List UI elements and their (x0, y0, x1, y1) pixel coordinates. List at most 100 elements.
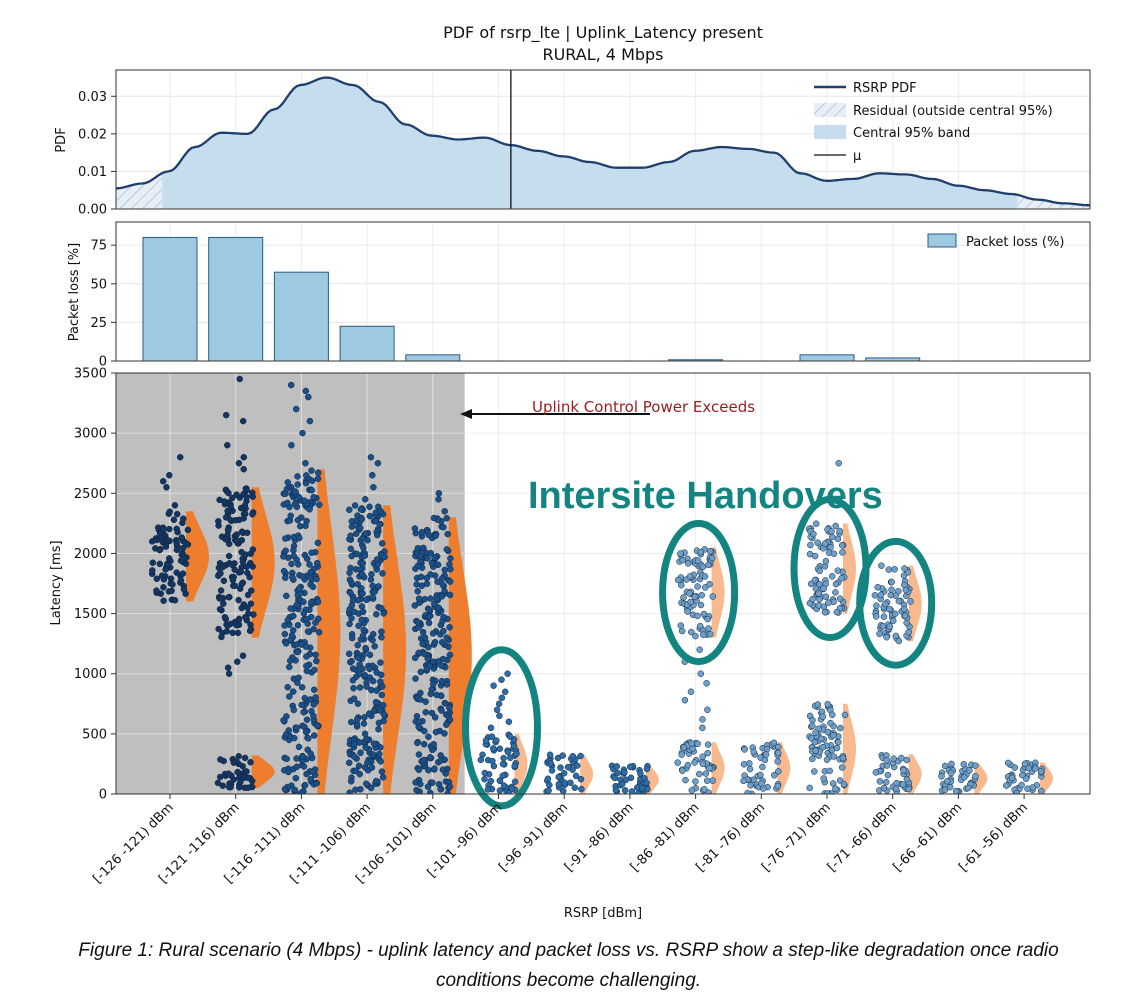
latency-point (747, 782, 754, 789)
latency-point (701, 573, 709, 580)
latency-point (356, 524, 364, 532)
latency-point (428, 686, 436, 693)
latency-point (374, 561, 382, 568)
latency-point (825, 599, 832, 606)
latency-point (678, 581, 685, 589)
latency-point (346, 620, 353, 628)
latency-point (947, 769, 955, 777)
latency-point (235, 784, 243, 791)
latency-point (349, 677, 357, 684)
latency-point (312, 651, 319, 659)
latency-point (427, 595, 434, 602)
latency-point (368, 571, 375, 578)
latency-point (547, 760, 554, 767)
latency-panel-frame (115, 372, 1091, 795)
latency-point (824, 700, 831, 708)
latency-point (216, 605, 224, 613)
latency-point (493, 737, 500, 744)
latency-point (168, 587, 175, 595)
latency-point (287, 605, 294, 612)
latency-point (356, 684, 364, 691)
latency-point (836, 777, 844, 784)
latency-point (284, 617, 292, 624)
latency-point (293, 763, 301, 771)
latency-point (746, 765, 754, 773)
latency-point (231, 582, 239, 590)
latency-point (295, 674, 302, 681)
latency-point (481, 769, 489, 777)
latency-point (757, 771, 764, 779)
latency-point (310, 701, 318, 708)
latency-outlier-point (487, 724, 495, 732)
pdf-panel: 0.00 0.01 0.02 0.03 PDF RSRP PDF Residual (… (54, 69, 1091, 218)
latency-point (359, 665, 366, 673)
latency-point (240, 515, 247, 522)
latency-point (775, 768, 782, 775)
latency-point (886, 623, 894, 630)
latency-point (677, 622, 685, 629)
latency-point (702, 770, 710, 777)
latency-point (417, 668, 425, 676)
latency-point (816, 567, 823, 575)
latency-point (628, 788, 636, 794)
latency-point (349, 665, 357, 672)
latency-point (697, 548, 705, 556)
latency-point (903, 756, 911, 764)
latency-point (441, 566, 449, 574)
latency-point (222, 536, 229, 543)
latency-point (184, 526, 192, 534)
legend-swatch-band (814, 125, 846, 139)
latency-point (1013, 789, 1021, 794)
packet-loss-tick-label: 25 (90, 316, 107, 331)
latency-point (233, 531, 240, 538)
latency-point (417, 780, 424, 788)
latency-point (836, 527, 844, 535)
latency-point (621, 769, 628, 776)
latency-point (446, 651, 454, 659)
latency-point (437, 757, 445, 764)
latency-y-axis-label: Latency [ms] (49, 540, 64, 625)
latency-point (694, 583, 701, 590)
latency-point (899, 781, 907, 788)
latency-point (421, 634, 429, 641)
latency-point (432, 532, 439, 540)
latency-point (313, 657, 320, 665)
latency-point (379, 774, 387, 781)
latency-point (422, 698, 429, 705)
latency-point (310, 494, 318, 501)
latency-point (815, 590, 822, 597)
latency-point (170, 516, 178, 524)
latency-outlier-point (374, 459, 382, 467)
latency-point (496, 777, 504, 785)
latency-point (441, 699, 449, 707)
uplink-power-annotation: Uplink Control Power Exceeds (460, 398, 755, 419)
pdf-legend: RSRP PDF Residual (outside central 95%) … (814, 81, 1053, 164)
latency-point (358, 515, 365, 523)
latency-point (684, 761, 692, 769)
latency-point (173, 569, 180, 576)
latency-point (820, 775, 827, 782)
latency-point (447, 555, 454, 562)
latency-point (709, 593, 717, 600)
latency-outlier-point (171, 502, 179, 509)
figure-canvas: PDF of rsrp_lte | Uplink_Latency present… (49, 23, 1091, 921)
latency-point (303, 716, 311, 723)
latency-point (415, 751, 423, 758)
latency-point (238, 548, 245, 556)
latency-point (347, 718, 355, 726)
latency-point (249, 489, 256, 497)
latency-point (697, 601, 705, 609)
latency-violin (843, 523, 856, 614)
latency-point (740, 761, 748, 768)
latency-point (479, 751, 486, 759)
latency-point (358, 571, 366, 578)
latency-point (281, 622, 288, 629)
latency-point (371, 588, 378, 595)
pdf-area (116, 70, 1090, 209)
latency-point (811, 738, 819, 746)
latency-point (892, 632, 900, 640)
latency-tick-label: 3000 (74, 427, 107, 442)
latency-point (301, 694, 308, 702)
latency-point (811, 768, 818, 775)
latency-point (941, 762, 949, 770)
